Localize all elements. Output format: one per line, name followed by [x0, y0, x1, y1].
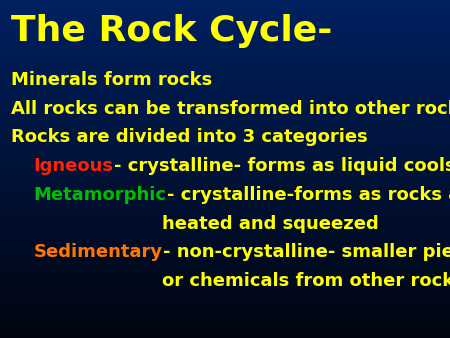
Text: Rocks are divided into 3 categories: Rocks are divided into 3 categories — [11, 128, 368, 146]
Text: - crystalline-forms as rocks are: - crystalline-forms as rocks are — [167, 186, 450, 204]
Text: - non-crystalline- smaller pieces: - non-crystalline- smaller pieces — [163, 243, 450, 261]
Text: Igneous: Igneous — [34, 157, 114, 175]
Text: The Rock Cycle-: The Rock Cycle- — [11, 14, 333, 48]
Text: Metamorphic: Metamorphic — [34, 186, 167, 204]
Text: Sedimentary: Sedimentary — [34, 243, 163, 261]
Text: heated and squeezed: heated and squeezed — [162, 215, 379, 233]
Text: or chemicals from other rocks: or chemicals from other rocks — [162, 272, 450, 290]
Text: All rocks can be transformed into other rock types: All rocks can be transformed into other … — [11, 100, 450, 118]
Text: Minerals form rocks: Minerals form rocks — [11, 71, 212, 89]
Text: - crystalline- forms as liquid cools: - crystalline- forms as liquid cools — [114, 157, 450, 175]
